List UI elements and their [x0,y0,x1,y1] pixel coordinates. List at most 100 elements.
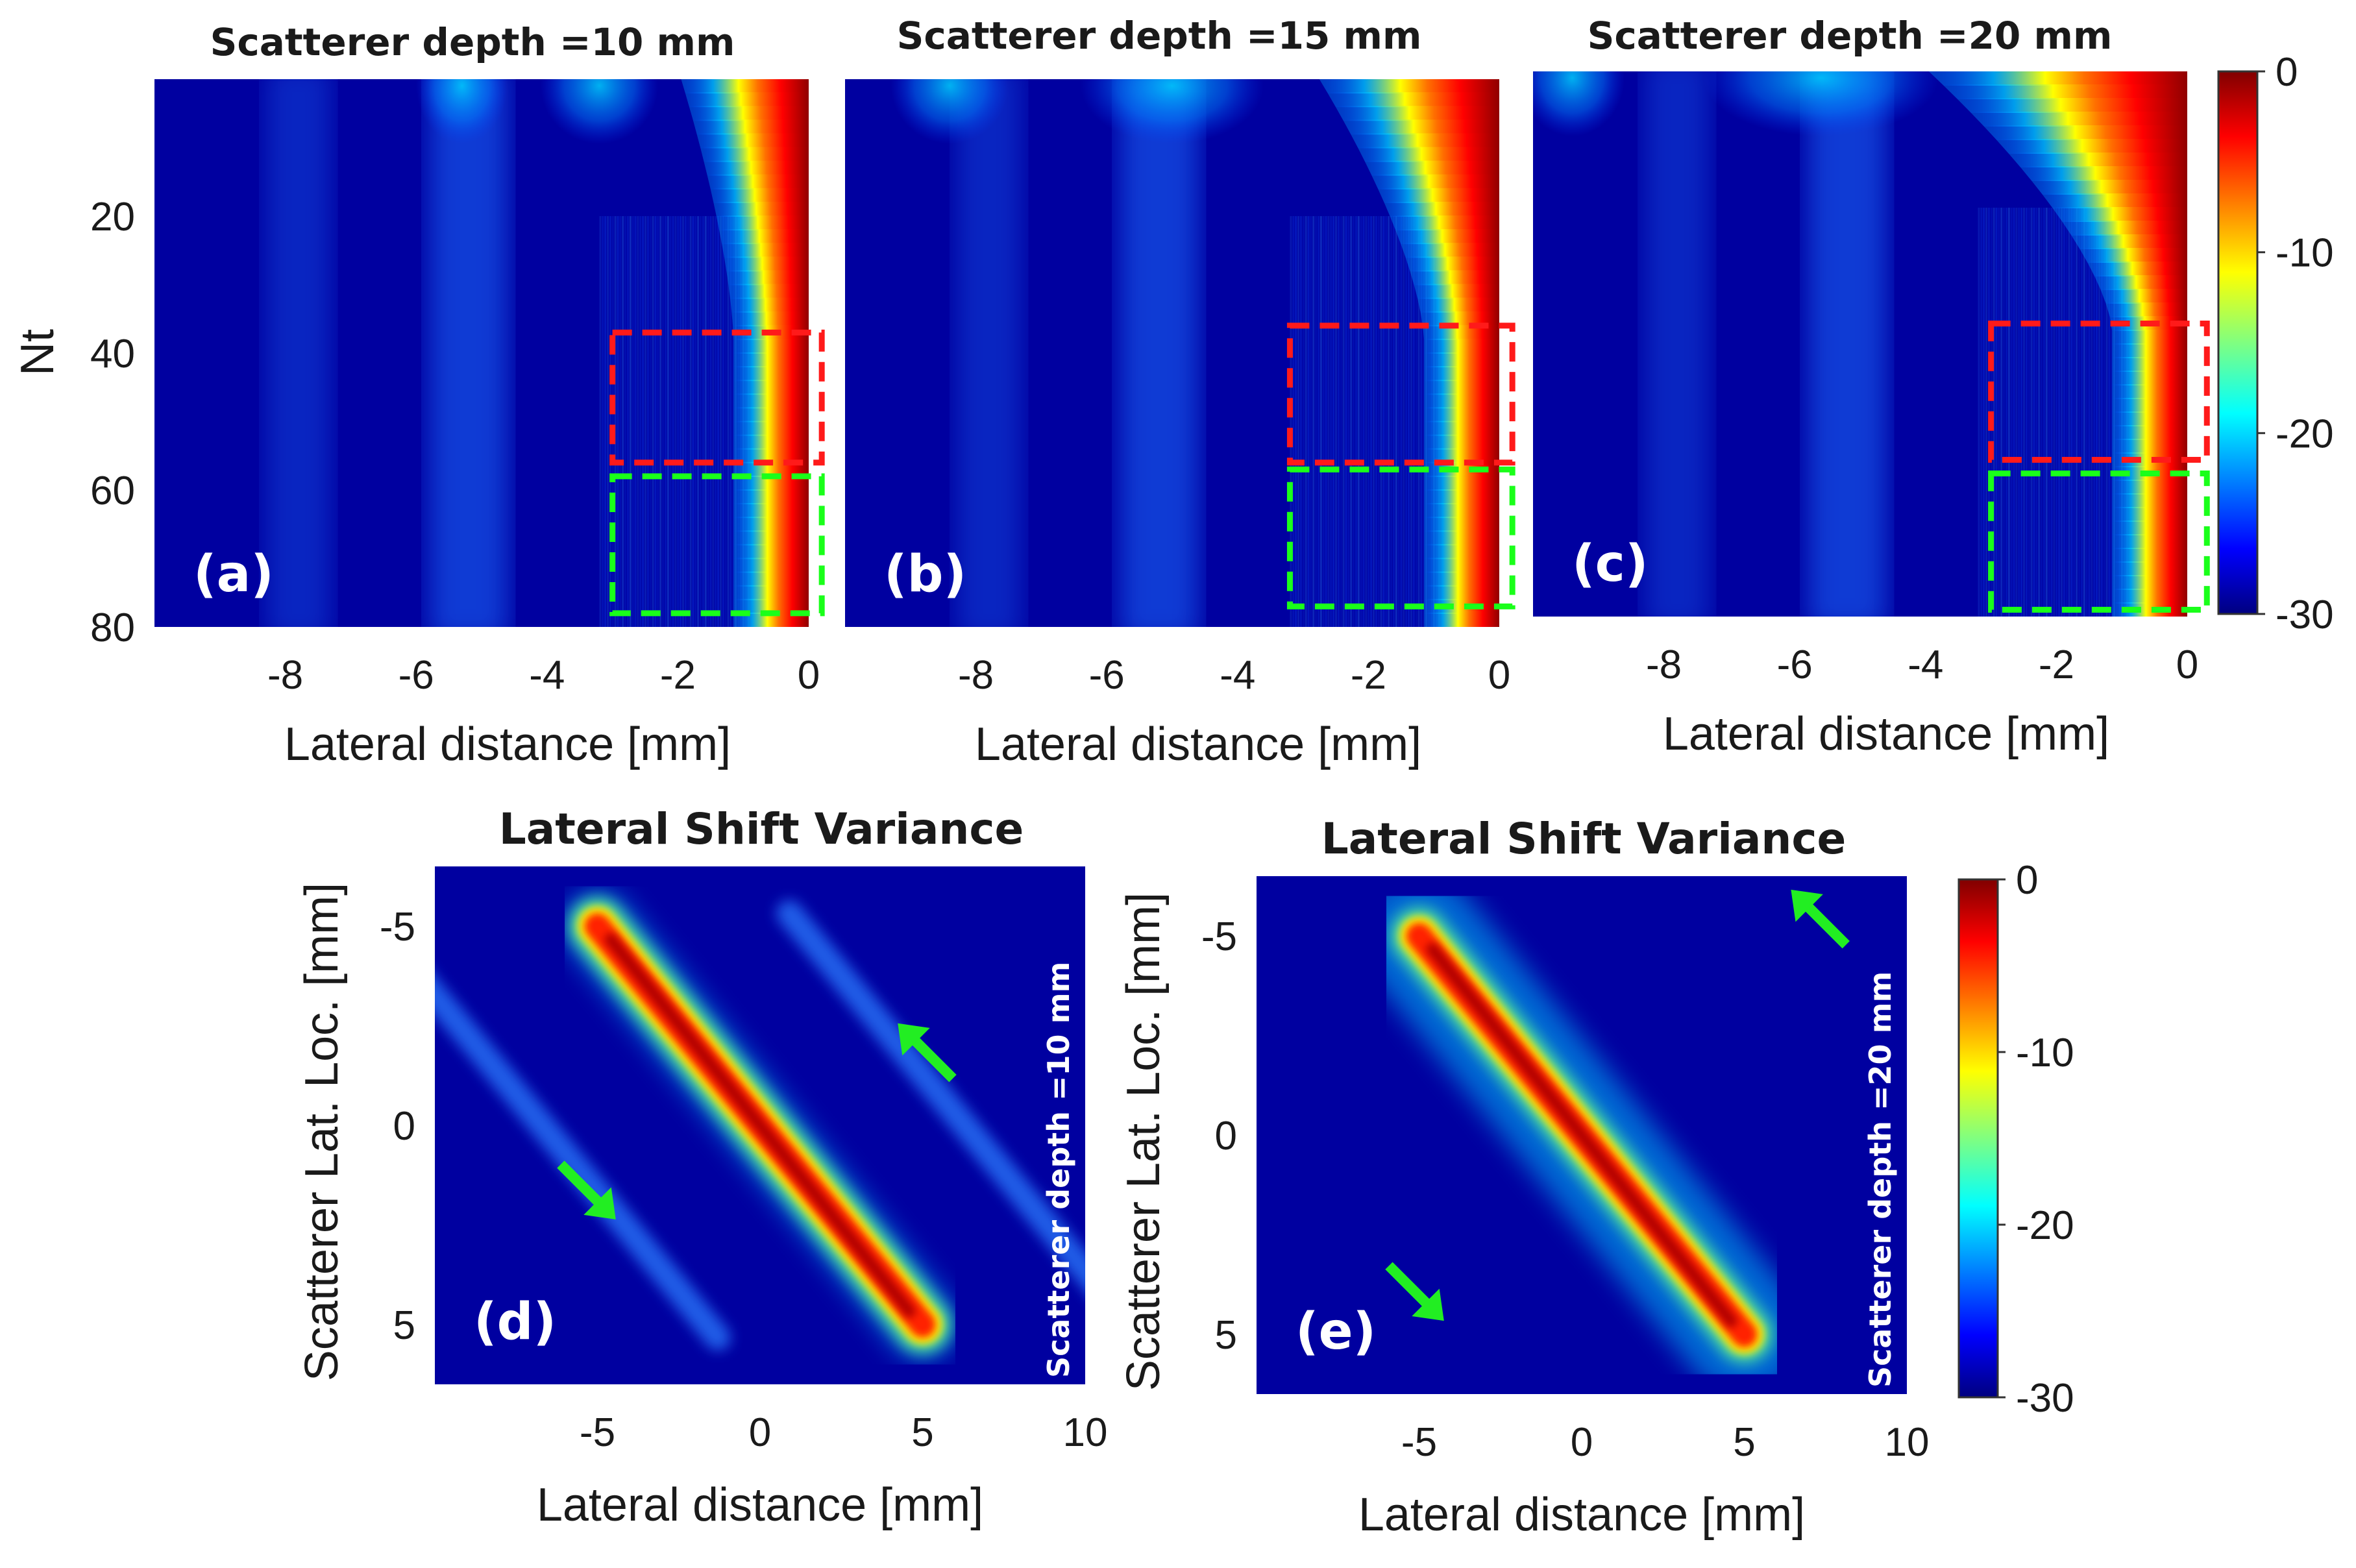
x-tick-label: -4 [529,653,565,698]
y-tick-label: -5 [1201,914,1237,959]
x-axis-label: Lateral distance [mm] [1663,708,2109,760]
x-tick-label: -4 [1908,643,1943,687]
colorbar-tick-label: -30 [2276,593,2334,637]
x-tick-label: -8 [1646,643,1682,687]
top-glow [1533,71,1625,136]
diagonal-core [1426,943,1737,1327]
chart-title: Scatterer depth =10 mm [210,20,735,64]
y-tick-label: 5 [1215,1313,1237,1358]
colorbar-gradient [1957,878,1999,1399]
x-tick-label: -8 [958,653,994,698]
side-lobe-column [1120,79,1199,627]
colorbar-gradient [2217,70,2259,615]
x-tick-label: 0 [798,653,820,698]
x-tick-label: -4 [1220,653,1255,698]
panel-label: (a) [193,545,274,604]
green-arrow-icon [898,1023,957,1083]
panel-label: (e) [1295,1303,1376,1361]
x-tick-label: -2 [660,653,696,698]
x-tick-label: 0 [1571,1420,1593,1465]
x-tick-label: -5 [1401,1420,1437,1465]
side-lobe-column [1644,71,1710,617]
panel-e: Scatterer depth =20 mm (e) Lateral Shift V… [1118,814,2074,1541]
top-glow [1703,71,1939,136]
y-tick-label: 0 [393,1104,415,1149]
colorbar-tick-label: -20 [2016,1203,2074,1248]
red-dashed-box [1988,321,2210,463]
heatmap-image [154,79,809,627]
side-lobe-column [265,79,332,627]
y-tick-label: 60 [90,469,135,513]
colorbar-tick-label: -30 [2016,1376,2074,1421]
panel-label: (c) [1572,535,1649,593]
heatmap-image [1257,876,1907,1394]
x-tick-label: 0 [2176,643,2198,687]
x-tick-label: -5 [580,1410,615,1455]
x-axis-label: Lateral distance [mm] [1358,1489,1805,1541]
side-lobe-column [956,79,1022,627]
x-tick-label: -2 [1351,653,1386,698]
chart-title: Scatterer depth =15 mm [897,14,1422,58]
depth-inlay-label: Scatterer depth =10 mm [1041,962,1076,1378]
x-tick-label: 5 [911,1410,933,1455]
y-axis-label: Scatterer Lat. Loc. [mm] [1118,892,1170,1391]
x-tick-label: -2 [2039,643,2074,687]
x-tick-label: 0 [1488,653,1510,698]
x-tick-label: -6 [399,653,434,698]
side-lobe-column [1808,71,1887,617]
green-arrow-icon [1791,889,1850,949]
colorbar-tick-label: -10 [2016,1031,2074,1075]
speckle-band [1290,216,1440,627]
chart-title: Scatterer depth =20 mm [1588,14,2113,58]
colorbar-tick-label: -10 [2276,231,2334,276]
y-axis-label: Scatterer Lat. Loc. [mm] [296,883,348,1381]
green-arrow-icon [557,1160,616,1219]
x-tick-label: -6 [1089,653,1125,698]
side-lobe-streak [776,900,1085,1292]
x-tick-label: 10 [1063,1410,1108,1455]
colorbar-tick-label: 0 [2016,858,2038,903]
chart-title: Lateral Shift Variance [499,804,1024,854]
panel-label: (b) [884,545,966,604]
green-arrow-icon [1385,1262,1444,1321]
y-tick-label: -5 [380,905,415,949]
x-tick-label: -8 [267,653,303,698]
y-tick-label: 5 [393,1303,415,1348]
colorbar: 0 -10 -20 -30 [2217,50,2334,637]
chart-title: Lateral Shift Variance [1321,814,1847,864]
heatmap-image [435,866,1085,1384]
colorbar: 0 -10 -20 -30 [1957,858,2074,1421]
y-tick-label: 80 [90,606,135,650]
panel-c: (c)Scatterer depth =20 mm-8 -6 -4 -2 0Latera… [1533,14,2334,760]
y-tick-label: 0 [1215,1114,1237,1158]
top-glow [416,79,508,144]
x-tick-label: 10 [1885,1420,1930,1465]
heatmap-image [1533,71,2187,617]
top-glow [540,79,659,144]
panel-d: Scatterer depth =10 mm (d) Lateral Shift V… [296,804,1108,1531]
panel-b: (b) Scatterer depth =15 mm -8 -6 -4 -2 0 Latera… [845,14,1515,770]
side-lobe-column [429,79,508,627]
x-axis-label: Lateral distance [mm] [284,718,731,770]
heatmap-image [845,79,1499,627]
top-glow [890,79,1009,144]
panel-label: (d) [474,1293,556,1351]
depth-inlay-label: Scatterer depth =20 mm [1863,972,1898,1388]
x-axis-label: Lateral distance [mm] [537,1479,983,1531]
colorbar-tick-label: 0 [2276,50,2298,95]
green-dashed-box [1988,471,2210,613]
x-tick-label: 5 [1733,1420,1755,1465]
top-glow [1080,79,1264,144]
x-tick-label: 0 [749,1410,771,1455]
x-tick-label: -6 [1777,643,1813,687]
y-tick-label: 20 [90,195,135,239]
panel-a: (a) Scatterer depth =10 mm -8 -6 -4 -2 0 Latera… [12,20,825,770]
y-axis-label: Nt [12,329,64,376]
red-dashed-box [609,329,825,466]
y-tick-label: 40 [90,332,135,376]
diagonal-core [604,933,916,1317]
x-axis-label: Lateral distance [mm] [975,718,1421,770]
colorbar-tick-label: -20 [2276,411,2334,456]
green-dashed-box [609,473,825,617]
